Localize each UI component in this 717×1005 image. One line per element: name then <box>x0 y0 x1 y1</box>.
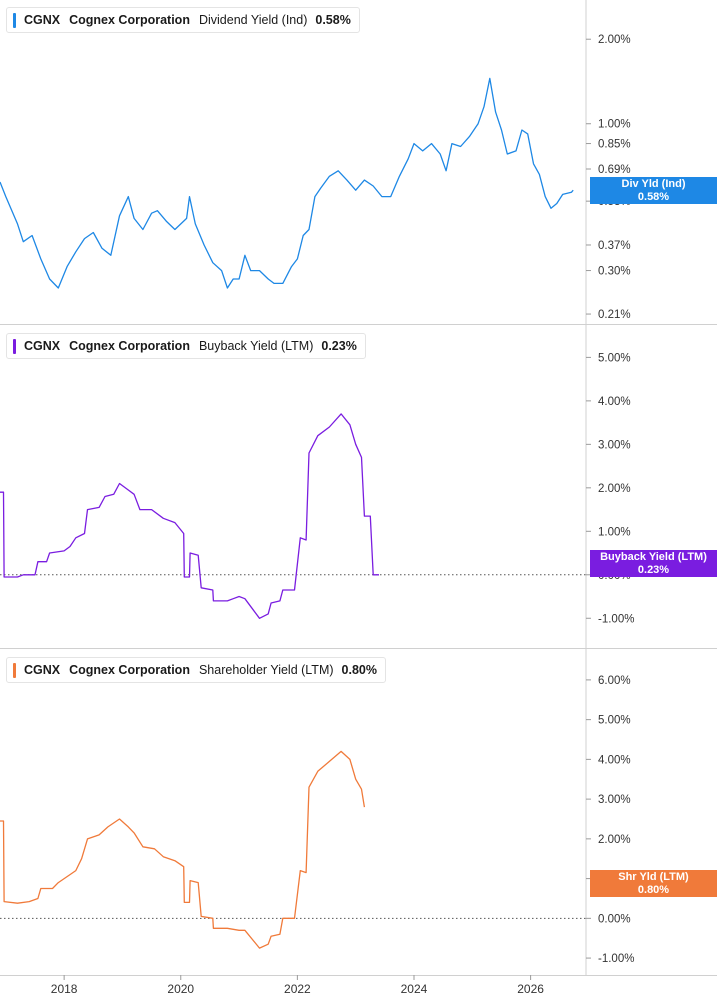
y-tick-label: 5.00% <box>598 715 631 727</box>
legend-metric: Dividend Yield (Ind) <box>198 13 308 27</box>
y-tick-label: 3.00% <box>598 794 631 806</box>
y-tick-label: 0.30% <box>598 266 631 278</box>
y-tick-label: 2.00% <box>598 34 631 46</box>
legend-company: Cognex Corporation <box>69 339 190 353</box>
x-tick-label: 2026 <box>517 982 544 996</box>
x-tick-label: 2020 <box>167 982 194 996</box>
panel-1-legend[interactable]: CGNX Cognex Corporation Dividend Yield (… <box>6 7 360 33</box>
legend-value: 0.58% <box>315 13 351 27</box>
series-line-2 <box>0 413 379 619</box>
x-tick-label: 2018 <box>51 982 78 996</box>
legend-ticker: CGNX <box>24 339 61 353</box>
y-tick-label: 1.00% <box>598 526 631 538</box>
legend-company: Cognex Corporation <box>69 663 190 677</box>
panel-2-legend[interactable]: CGNX Cognex Corporation Buyback Yield (L… <box>6 333 366 359</box>
y-tick-label: 1.00% <box>598 119 631 131</box>
y-tick-label: 0.21% <box>598 309 631 321</box>
series-color-swatch <box>13 338 16 354</box>
legend-metric: Shareholder Yield (LTM) <box>198 663 334 677</box>
legend-metric: Buyback Yield (LTM) <box>198 339 314 353</box>
y-tick-label: 6.00% <box>598 675 631 687</box>
y-tick-label: -1.00% <box>598 613 634 625</box>
series-line-3 <box>0 750 366 949</box>
legend-value: 0.80% <box>341 663 377 677</box>
badge-label: Div Yld (Ind) <box>621 178 686 190</box>
legend-ticker: CGNX <box>24 663 61 677</box>
badge-value: 0.23% <box>637 563 670 576</box>
legend-value: 0.23% <box>321 339 357 353</box>
x-tick-label: 2024 <box>401 982 428 996</box>
panel-3-value-badge: Shr Yld (LTM) 0.80% <box>590 870 717 897</box>
badge-value: 0.58% <box>637 190 670 203</box>
y-tick-label: -1.00% <box>598 953 634 965</box>
y-tick-label: 0.69% <box>598 164 631 176</box>
y-tick-label: 2.00% <box>598 483 631 495</box>
y-tick-label: 0.85% <box>598 139 631 151</box>
series-color-swatch <box>13 12 16 28</box>
panel-3-legend[interactable]: CGNX Cognex Corporation Shareholder Yiel… <box>6 657 386 683</box>
y-tick-label: 4.00% <box>598 754 631 766</box>
y-tick-label: 0.37% <box>598 240 631 252</box>
panel-1-value-badge: Div Yld (Ind) 0.58% <box>590 177 717 204</box>
x-tick-label: 2022 <box>284 982 311 996</box>
panel-2-value-badge: Buyback Yield (LTM) 0.23% <box>590 550 717 577</box>
y-tick-label: 0.00% <box>598 913 631 925</box>
badge-label: Shr Yld (LTM) <box>618 871 689 883</box>
y-tick-label: 3.00% <box>598 439 631 451</box>
series-line-1 <box>0 77 574 289</box>
legend-company: Cognex Corporation <box>69 13 190 27</box>
y-tick-label: 5.00% <box>598 352 631 364</box>
y-tick-label: 2.00% <box>598 834 631 846</box>
series-color-swatch <box>13 662 16 678</box>
legend-ticker: CGNX <box>24 13 61 27</box>
badge-label: Buyback Yield (LTM) <box>600 551 707 563</box>
y-tick-label: 4.00% <box>598 396 631 408</box>
badge-value: 0.80% <box>637 883 670 896</box>
